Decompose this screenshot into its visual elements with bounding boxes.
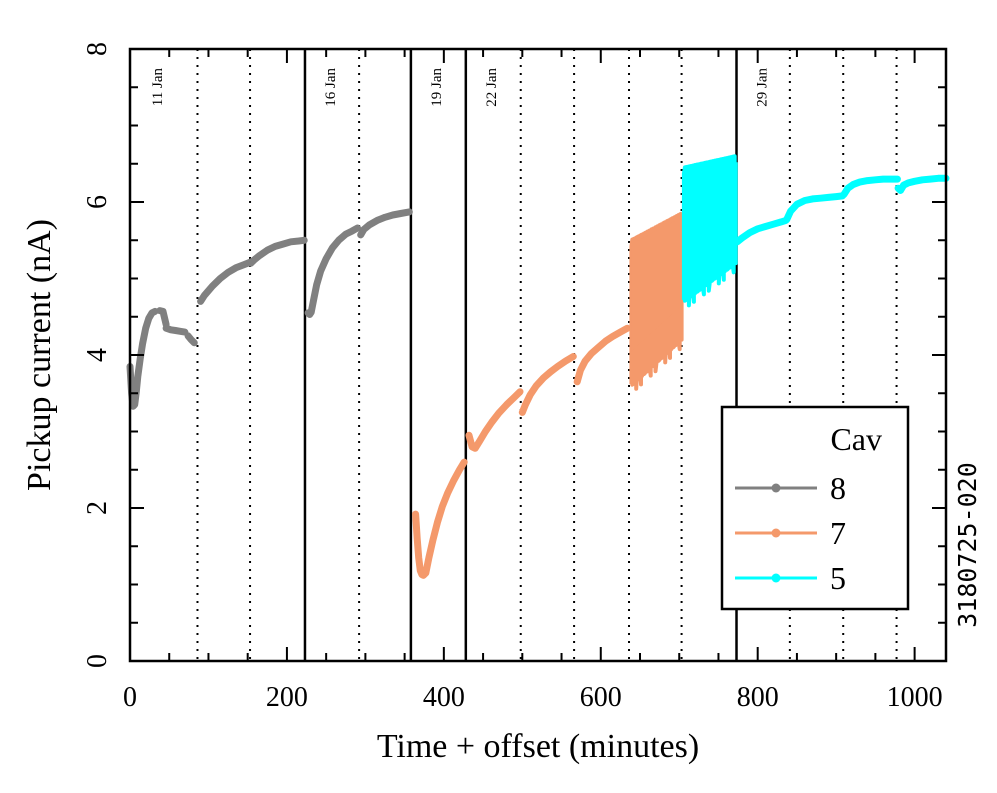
series-5-band: [681, 154, 738, 308]
legend-marker-7: [771, 528, 781, 538]
series-8-segment: [304, 224, 361, 318]
y-tick-label: 8: [82, 42, 113, 56]
x-axis-label: Time + offset (minutes): [377, 728, 699, 765]
series-8-segment: [184, 332, 198, 347]
legend-label-8: 8: [830, 470, 846, 506]
series-8-segment: [197, 258, 256, 305]
day-label: 22 Jan: [484, 68, 500, 107]
legend-box: [720, 405, 910, 611]
series-8-segment: [162, 324, 189, 336]
series-7-segment: [465, 388, 524, 452]
axis-ticks: 0 200 400 600 800 1000 0 2 4 6 8: [82, 42, 946, 713]
y-tick-label: 0: [82, 654, 113, 668]
figure-id-label: 3180725-020: [953, 462, 982, 628]
series-5: [733, 174, 950, 246]
series-8: [126, 208, 413, 410]
series-7-segment: [412, 458, 468, 579]
y-tick-label: 2: [82, 501, 113, 515]
y-tick-label: 4: [82, 348, 113, 362]
x-tick-label: 600: [580, 682, 622, 713]
day-label: 16 Jan: [323, 68, 339, 107]
legend-label-5: 5: [830, 560, 846, 596]
day-label: 29 Jan: [755, 68, 771, 107]
x-tick-label: 0: [123, 682, 137, 713]
series-8-segment: [126, 307, 159, 410]
series-5-segment: [894, 174, 950, 194]
series-5-segment: [733, 216, 790, 246]
x-tick-label: 200: [266, 682, 308, 713]
series-7-segment: [573, 324, 631, 386]
series-5-segment: [840, 175, 901, 198]
x-tick-label: 400: [423, 682, 465, 713]
band-fill: [631, 217, 682, 352]
band-fill: [683, 159, 736, 267]
series-7-segment: [518, 353, 577, 416]
y-axis-label: Pickup current (nA): [21, 219, 58, 491]
legend-label-7: 7: [830, 515, 846, 551]
legend: Cav 8 7 5: [720, 405, 910, 611]
series-7: [412, 324, 631, 579]
x-tick-label: 800: [737, 682, 779, 713]
series-5-segment: [783, 192, 846, 224]
x-tick-label: 1000: [887, 682, 943, 713]
series-8-segment: [247, 236, 308, 267]
data-series: [126, 154, 950, 579]
series-8-segment: [156, 307, 170, 328]
legend-title: Cav: [830, 421, 882, 457]
series-8-segment: [357, 208, 413, 239]
y-tick-label: 6: [82, 195, 113, 209]
grid-lines: 11 Jan 16 Jan 19 Jan 22 Jan 29 Jan: [150, 49, 898, 661]
series-7-band: [629, 212, 684, 391]
legend-marker-5: [771, 573, 781, 583]
day-label: 11 Jan: [150, 68, 166, 107]
day-label: 19 Jan: [429, 68, 445, 107]
legend-marker-8: [771, 483, 781, 493]
